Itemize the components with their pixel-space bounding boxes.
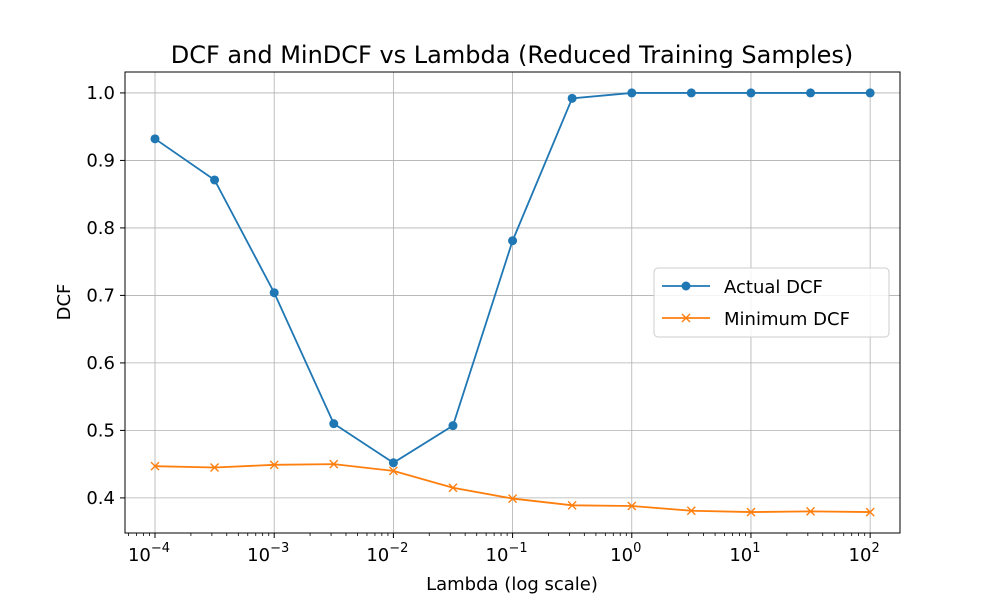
y-tick-label: 0.4	[86, 488, 115, 509]
x-marker-stroke	[269, 460, 279, 470]
data-point	[210, 175, 220, 185]
data-point	[150, 134, 160, 144]
data-point	[269, 288, 279, 298]
y-tick-label: 0.7	[86, 285, 115, 306]
y-tick-label: 0.8	[86, 218, 115, 239]
data-point	[865, 88, 875, 98]
y-tick-label: 0.6	[86, 353, 115, 374]
x-marker-stroke	[329, 459, 339, 469]
x-marker-stroke	[508, 494, 518, 504]
data-point	[567, 500, 577, 510]
x-tick-label: 10−1	[486, 541, 528, 566]
data-point	[567, 93, 577, 103]
data-point	[269, 460, 279, 470]
series-actual-dcf	[150, 88, 875, 468]
series-minimum-dcf	[150, 459, 875, 517]
x-tick-label: 100	[610, 541, 641, 566]
x-tick-label: 10−3	[247, 541, 289, 566]
x-marker-stroke	[448, 483, 458, 493]
data-point	[388, 466, 398, 476]
data-point	[329, 419, 339, 429]
axis-ticks: 10−4 10−3 10−2 10−1 100 101 102 0.4 0.5 0.6 0.7 0.8…	[86, 83, 879, 566]
y-tick-label: 0.5	[86, 420, 115, 441]
series-layer	[150, 88, 875, 517]
legend-marker	[681, 281, 691, 291]
legend-item: Actual DCF	[662, 277, 823, 298]
x-marker-stroke	[210, 463, 220, 473]
data-point	[806, 506, 816, 516]
x-marker-stroke	[681, 313, 691, 323]
x-marker-stroke	[627, 501, 637, 511]
data-point	[150, 461, 160, 471]
legend: Actual DCF Minimum DCF	[653, 267, 890, 338]
data-point	[627, 501, 637, 511]
data-point	[746, 507, 756, 517]
data-point	[508, 236, 518, 246]
data-point	[806, 88, 816, 98]
x-marker-stroke	[686, 506, 696, 516]
data-point	[210, 463, 220, 473]
x-marker-stroke	[388, 466, 398, 476]
data-point	[388, 458, 398, 468]
data-point	[508, 494, 518, 504]
legend-marker	[681, 313, 691, 323]
x-marker-stroke	[865, 507, 875, 517]
x-marker-stroke	[567, 500, 577, 510]
legend-label: Minimum DCF	[724, 309, 850, 330]
legend-item: Minimum DCF	[662, 309, 850, 330]
y-axis-label: DCF	[54, 284, 75, 321]
data-point	[746, 88, 756, 98]
legend-label: Actual DCF	[724, 277, 823, 298]
x-tick-label: 101	[729, 541, 760, 566]
data-point	[865, 507, 875, 517]
data-point	[686, 88, 696, 98]
chart-title: DCF and MinDCF vs Lambda (Reduced Traini…	[171, 41, 854, 69]
x-tick-label: 102	[849, 541, 880, 566]
x-axis-label: Lambda (log scale)	[426, 574, 598, 595]
x-tick-label: 10−2	[366, 541, 408, 566]
data-point	[627, 88, 637, 98]
x-marker-stroke	[806, 506, 816, 516]
data-point	[329, 459, 339, 469]
y-tick-label: 1.0	[86, 83, 115, 104]
x-marker-stroke	[746, 507, 756, 517]
x-marker-stroke	[150, 461, 160, 471]
data-point	[686, 506, 696, 516]
data-point	[448, 483, 458, 493]
y-tick-label: 0.9	[86, 150, 115, 171]
x-tick-label: 10−4	[128, 541, 170, 566]
data-point	[448, 421, 458, 431]
legend-box	[653, 267, 890, 338]
